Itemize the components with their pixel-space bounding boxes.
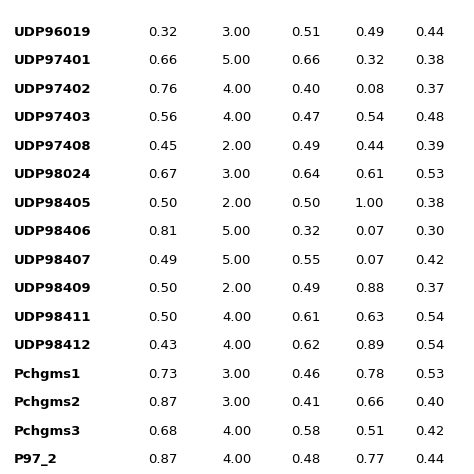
Text: 0.55: 0.55 bbox=[291, 254, 320, 267]
Text: 5.00: 5.00 bbox=[222, 54, 251, 67]
Text: UDP98405: UDP98405 bbox=[14, 197, 91, 210]
Text: 3.00: 3.00 bbox=[222, 26, 251, 39]
Text: 0.37: 0.37 bbox=[415, 282, 445, 295]
Text: UDP97401: UDP97401 bbox=[14, 54, 91, 67]
Text: 0.38: 0.38 bbox=[415, 197, 444, 210]
Text: Pchgms2: Pchgms2 bbox=[14, 396, 81, 409]
Text: 4.00: 4.00 bbox=[222, 425, 251, 438]
Text: 0.46: 0.46 bbox=[291, 368, 320, 381]
Text: 0.38: 0.38 bbox=[415, 54, 444, 67]
Text: 4.00: 4.00 bbox=[222, 111, 251, 124]
Text: UDP97408: UDP97408 bbox=[14, 140, 91, 153]
Text: 0.50: 0.50 bbox=[148, 282, 177, 295]
Text: 0.32: 0.32 bbox=[291, 225, 320, 238]
Text: UDP97402: UDP97402 bbox=[14, 83, 91, 96]
Text: UDP98409: UDP98409 bbox=[14, 282, 91, 295]
Text: 0.48: 0.48 bbox=[291, 453, 320, 466]
Text: 3.00: 3.00 bbox=[222, 368, 251, 381]
Text: 5.00: 5.00 bbox=[222, 254, 251, 267]
Text: 0.39: 0.39 bbox=[415, 140, 444, 153]
Text: 0.32: 0.32 bbox=[355, 54, 384, 67]
Text: 2.00: 2.00 bbox=[222, 282, 251, 295]
Text: 0.89: 0.89 bbox=[355, 339, 384, 352]
Text: 4.00: 4.00 bbox=[222, 339, 251, 352]
Text: UDP96019: UDP96019 bbox=[14, 26, 91, 39]
Text: 0.50: 0.50 bbox=[291, 197, 320, 210]
Text: 0.61: 0.61 bbox=[291, 311, 320, 324]
Text: 0.63: 0.63 bbox=[355, 311, 384, 324]
Text: 0.62: 0.62 bbox=[291, 339, 320, 352]
Text: 0.08: 0.08 bbox=[355, 83, 384, 96]
Text: 0.78: 0.78 bbox=[355, 368, 384, 381]
Text: 0.87: 0.87 bbox=[148, 453, 177, 466]
Text: P97_2: P97_2 bbox=[14, 453, 58, 466]
Text: 0.49: 0.49 bbox=[291, 282, 320, 295]
Text: 0.44: 0.44 bbox=[415, 26, 444, 39]
Text: UDP98024: UDP98024 bbox=[14, 168, 91, 181]
Text: 0.07: 0.07 bbox=[355, 225, 384, 238]
Text: Pchgms3: Pchgms3 bbox=[14, 425, 82, 438]
Text: 0.37: 0.37 bbox=[415, 83, 445, 96]
Text: 5.00: 5.00 bbox=[222, 225, 251, 238]
Text: 0.73: 0.73 bbox=[148, 368, 177, 381]
Text: 0.54: 0.54 bbox=[415, 339, 444, 352]
Text: 0.87: 0.87 bbox=[148, 396, 177, 409]
Text: 0.58: 0.58 bbox=[291, 425, 320, 438]
Text: 0.32: 0.32 bbox=[148, 26, 177, 39]
Text: 0.48: 0.48 bbox=[415, 111, 444, 124]
Text: 0.66: 0.66 bbox=[291, 54, 320, 67]
Text: 0.66: 0.66 bbox=[355, 396, 384, 409]
Text: 0.88: 0.88 bbox=[355, 282, 384, 295]
Text: UDP98407: UDP98407 bbox=[14, 254, 91, 267]
Text: 2.00: 2.00 bbox=[222, 140, 251, 153]
Text: 0.61: 0.61 bbox=[355, 168, 384, 181]
Text: UDP97403: UDP97403 bbox=[14, 111, 91, 124]
Text: 0.42: 0.42 bbox=[415, 425, 444, 438]
Text: UDP98412: UDP98412 bbox=[14, 339, 91, 352]
Text: 0.51: 0.51 bbox=[291, 26, 320, 39]
Text: 0.53: 0.53 bbox=[415, 168, 445, 181]
Text: 0.56: 0.56 bbox=[148, 111, 177, 124]
Text: 0.40: 0.40 bbox=[415, 396, 444, 409]
Text: 0.53: 0.53 bbox=[415, 368, 445, 381]
Text: 0.45: 0.45 bbox=[148, 140, 177, 153]
Text: 0.67: 0.67 bbox=[148, 168, 177, 181]
Text: 1.00: 1.00 bbox=[355, 197, 384, 210]
Text: 0.43: 0.43 bbox=[148, 339, 177, 352]
Text: 0.47: 0.47 bbox=[291, 111, 320, 124]
Text: 0.07: 0.07 bbox=[355, 254, 384, 267]
Text: 0.66: 0.66 bbox=[148, 54, 177, 67]
Text: 0.30: 0.30 bbox=[415, 225, 444, 238]
Text: 4.00: 4.00 bbox=[222, 453, 251, 466]
Text: 0.64: 0.64 bbox=[291, 168, 320, 181]
Text: 0.40: 0.40 bbox=[291, 83, 320, 96]
Text: 0.49: 0.49 bbox=[291, 140, 320, 153]
Text: 3.00: 3.00 bbox=[222, 396, 251, 409]
Text: 0.51: 0.51 bbox=[355, 425, 384, 438]
Text: 0.49: 0.49 bbox=[148, 254, 177, 267]
Text: 0.54: 0.54 bbox=[355, 111, 384, 124]
Text: UDP98411: UDP98411 bbox=[14, 311, 91, 324]
Text: 0.41: 0.41 bbox=[291, 396, 320, 409]
Text: Pchgms1: Pchgms1 bbox=[14, 368, 81, 381]
Text: 0.49: 0.49 bbox=[355, 26, 384, 39]
Text: 4.00: 4.00 bbox=[222, 83, 251, 96]
Text: 4.00: 4.00 bbox=[222, 311, 251, 324]
Text: 0.44: 0.44 bbox=[415, 453, 444, 466]
Text: 0.68: 0.68 bbox=[148, 425, 177, 438]
Text: 0.77: 0.77 bbox=[355, 453, 384, 466]
Text: 0.50: 0.50 bbox=[148, 197, 177, 210]
Text: 0.42: 0.42 bbox=[415, 254, 444, 267]
Text: 0.76: 0.76 bbox=[148, 83, 177, 96]
Text: 2.00: 2.00 bbox=[222, 197, 251, 210]
Text: UDP98406: UDP98406 bbox=[14, 225, 92, 238]
Text: 0.81: 0.81 bbox=[148, 225, 177, 238]
Text: 3.00: 3.00 bbox=[222, 168, 251, 181]
Text: 0.44: 0.44 bbox=[355, 140, 384, 153]
Text: 0.54: 0.54 bbox=[415, 311, 444, 324]
Text: 0.50: 0.50 bbox=[148, 311, 177, 324]
